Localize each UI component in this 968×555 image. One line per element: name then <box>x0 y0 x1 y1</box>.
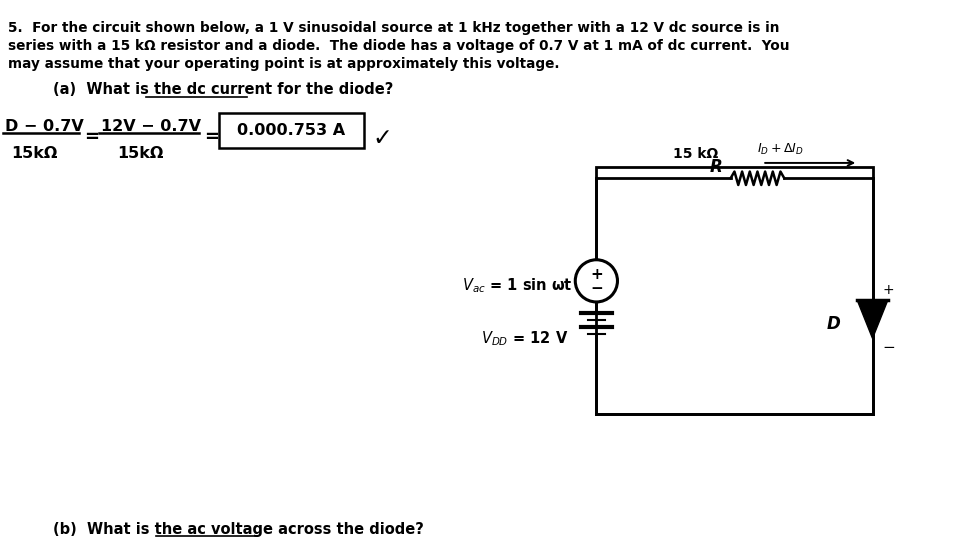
Text: +: + <box>882 284 893 297</box>
Text: D − 0.7V: D − 0.7V <box>5 119 83 134</box>
Text: ✓: ✓ <box>372 127 392 150</box>
Text: =: = <box>84 128 100 147</box>
Text: series with a 15 kΩ resistor and a diode.  The diode has a voltage of 0.7 V at 1: series with a 15 kΩ resistor and a diode… <box>8 39 789 53</box>
Text: D: D <box>827 315 840 333</box>
Text: 15 kΩ: 15 kΩ <box>673 147 718 161</box>
Text: (b)  What is the ac voltage across the diode?: (b) What is the ac voltage across the di… <box>52 522 424 537</box>
Text: $I_D + \Delta I_D$: $I_D + \Delta I_D$ <box>757 142 804 157</box>
Text: 15kΩ: 15kΩ <box>117 145 164 160</box>
Bar <box>596 166 872 414</box>
Text: −: − <box>590 281 603 296</box>
Text: (a)  What is the dc current for the diode?: (a) What is the dc current for the diode… <box>52 82 393 97</box>
Polygon shape <box>858 300 888 339</box>
Text: 5.  For the circuit shown below, a 1 V sinusoidal source at 1 kHz together with : 5. For the circuit shown below, a 1 V si… <box>8 21 779 35</box>
Text: R: R <box>710 158 722 176</box>
FancyBboxPatch shape <box>219 113 364 148</box>
Text: 0.000.753 A: 0.000.753 A <box>237 123 346 138</box>
Text: $V_{DD}$ = 12 V: $V_{DD}$ = 12 V <box>481 329 568 348</box>
Text: −: − <box>882 340 894 355</box>
Text: 15kΩ: 15kΩ <box>12 145 58 160</box>
Circle shape <box>575 260 618 302</box>
Text: 12V − 0.7V: 12V − 0.7V <box>101 119 200 134</box>
Text: =: = <box>204 128 219 147</box>
Text: +: + <box>590 266 603 281</box>
Text: $V_{ac}$ = 1 sin ωt V: $V_{ac}$ = 1 sin ωt V <box>462 276 590 295</box>
Text: may assume that your operating point is at approximately this voltage.: may assume that your operating point is … <box>8 58 560 72</box>
